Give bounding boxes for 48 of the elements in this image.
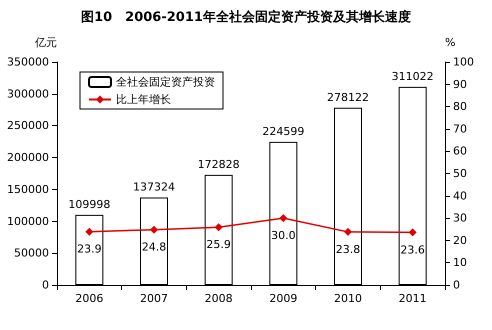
y-tick-label: 50000: [14, 246, 49, 260]
y-tick-label: 0: [42, 278, 49, 292]
y2-tick-label: 40: [453, 189, 467, 202]
y-axis-title: 亿元: [34, 36, 57, 49]
y-tick-label: 300000: [7, 87, 49, 100]
y2-tick-label: 70: [453, 122, 467, 136]
data-label: 109998: [68, 198, 110, 211]
y2-tick-label: 90: [453, 78, 467, 91]
x-tick-label: 2008: [204, 292, 233, 305]
legend-label: 全社会固定资产投资: [116, 76, 215, 88]
x-tick-label: 2007: [140, 292, 168, 305]
y2-tick-label: 80: [453, 100, 467, 114]
legend-label: 比上年增长: [116, 93, 171, 106]
y2-tick-label: 100: [453, 56, 474, 68]
x-tick-label: 2009: [269, 292, 298, 305]
point: [214, 223, 223, 232]
data-label: 172828: [198, 158, 240, 171]
x-tick-label: 2006: [75, 292, 104, 305]
y2-tick-label: 60: [453, 144, 467, 158]
y2-tick-label: 30: [453, 212, 467, 225]
x-tick-label: 2010: [334, 292, 362, 305]
y2-tick-label: 0: [453, 278, 460, 292]
y-tick-label: 250000: [7, 119, 49, 132]
data-label: 137324: [133, 180, 175, 194]
data-label: 278122: [327, 90, 369, 104]
point: [344, 228, 352, 236]
data-label: 23.9: [77, 242, 102, 256]
point: [408, 228, 417, 236]
point: [279, 214, 288, 222]
y-tick-label: 100000: [7, 214, 49, 228]
y2-tick-label: 10: [453, 256, 467, 270]
data-label: 25.9: [206, 238, 231, 252]
data-label: 23.6: [400, 243, 425, 256]
data-label: 24.8: [142, 240, 166, 254]
data-label: 224599: [262, 124, 304, 138]
y-tick-label: 150000: [7, 182, 49, 196]
point: [150, 226, 158, 234]
y2-axis-title: %: [445, 36, 456, 49]
data-label: 30.0: [271, 229, 296, 242]
data-label: 23.8: [336, 242, 360, 256]
data-label: 311022: [392, 70, 434, 83]
y-tick-label: 200000: [7, 151, 49, 164]
x-tick-label: 2011: [398, 292, 427, 305]
chart-title: 图10 2006-2011年全社会固定资产投资及其增长速度: [81, 9, 411, 25]
y2-tick-label: 20: [453, 234, 467, 247]
y2-tick-label: 50: [453, 167, 467, 180]
point: [85, 228, 94, 236]
y-tick-label: 350000: [7, 56, 49, 68]
